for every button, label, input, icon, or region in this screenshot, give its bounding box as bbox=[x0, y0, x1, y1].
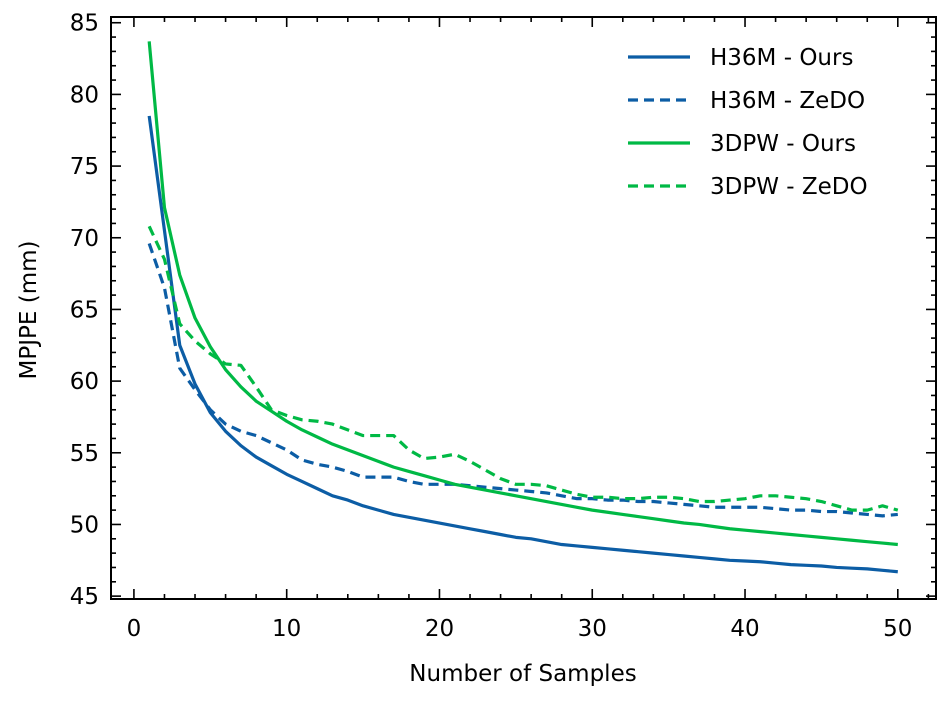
tick-labels: 0 10 20 30 40 50 45 50 55 60 65 70 75 80 85 bbox=[70, 11, 913, 642]
x-tick-label: 10 bbox=[272, 616, 301, 642]
x-tick-label: 40 bbox=[730, 616, 759, 642]
y-tick-label: 85 bbox=[70, 11, 99, 37]
legend-label-h36m-zedo: H36M - ZeDO bbox=[710, 88, 865, 114]
y-tick-label: 50 bbox=[70, 512, 99, 538]
series-line-h36m-ours bbox=[147, 115, 898, 574]
x-tick-label: 30 bbox=[578, 616, 607, 642]
legend-label-3dpw-ours: 3DPW - Ours bbox=[710, 131, 856, 157]
legend-label-h36m-ours: H36M - Ours bbox=[710, 45, 853, 71]
legend: H36M - Ours H36M - ZeDO 3DPW - Ours 3DPW… bbox=[628, 45, 868, 200]
series-line-h36m-zedo bbox=[147, 242, 898, 518]
x-tick-label: 50 bbox=[883, 616, 912, 642]
x-tick-label: 0 bbox=[127, 616, 142, 642]
y-tick-label: 75 bbox=[70, 154, 99, 180]
y-tick-label: 80 bbox=[70, 82, 99, 108]
plot-frame bbox=[110, 16, 937, 600]
series-lines bbox=[147, 41, 899, 574]
series-line-3dpw-ours bbox=[147, 41, 898, 547]
legend-label-3dpw-zedo: 3DPW - ZeDO bbox=[710, 174, 868, 200]
x-tick-label: 20 bbox=[425, 616, 454, 642]
y-tick-label: 60 bbox=[70, 369, 99, 395]
y-tick-label: 55 bbox=[70, 441, 99, 467]
y-tick-label: 65 bbox=[70, 297, 99, 323]
x-axis-title: Number of Samples bbox=[409, 661, 636, 687]
y-tick-label: 70 bbox=[70, 226, 99, 252]
y-tick-label: 45 bbox=[70, 584, 99, 610]
series-line-3dpw-zedo bbox=[147, 225, 899, 512]
y-axis-title: MPJPE (mm) bbox=[16, 241, 42, 380]
